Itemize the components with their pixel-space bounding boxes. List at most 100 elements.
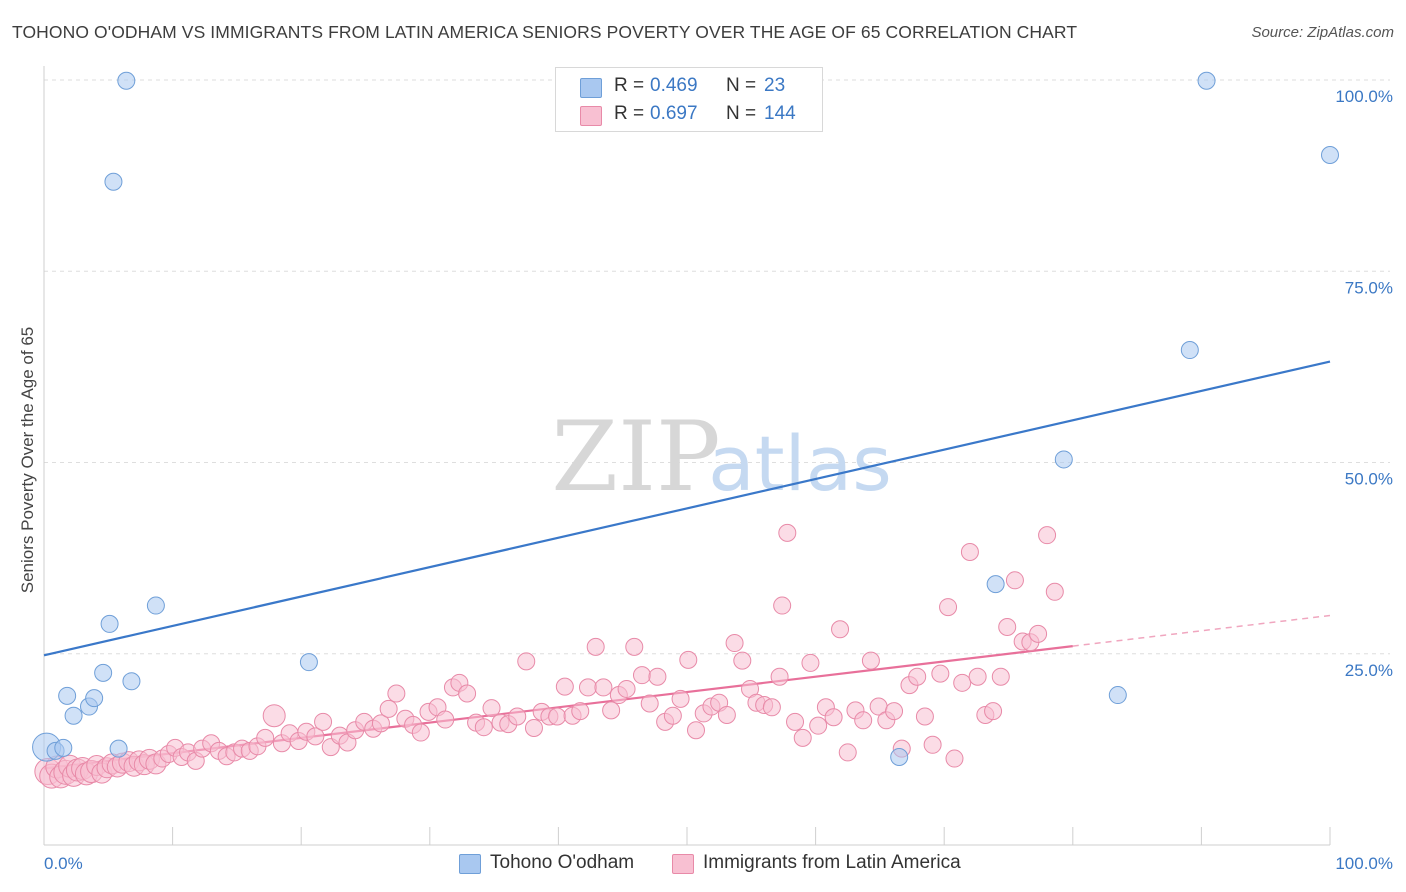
data-point-immigrants — [953, 673, 972, 692]
data-point-tohono — [109, 739, 128, 758]
data-point-immigrants — [306, 727, 325, 746]
data-point-immigrants — [831, 620, 850, 639]
series-tohono-points — [32, 71, 1339, 767]
data-point-tohono — [890, 748, 909, 767]
data-point-immigrants — [1038, 526, 1057, 545]
tick-labels: 25.0% 50.0% 75.0% 100.0% 0.0% 100.0% — [44, 87, 1393, 873]
data-point-immigrants — [548, 707, 567, 726]
legend-r-label: R = — [614, 75, 645, 96]
data-point-tohono — [58, 686, 77, 705]
chart-title: TOHONO O'ODHAM VS IMMIGRANTS FROM LATIN … — [12, 22, 1078, 42]
data-point-tohono — [1054, 450, 1073, 469]
data-point-immigrants — [733, 651, 752, 670]
gridlines — [44, 79, 1390, 655]
data-point-tohono — [54, 738, 73, 757]
legend-n-value: 144 — [764, 103, 796, 124]
legend-n-label: N = — [726, 103, 757, 124]
data-point-immigrants — [679, 650, 698, 669]
data-point-tohono — [100, 614, 119, 633]
data-point-immigrants — [998, 617, 1017, 636]
data-point-immigrants — [778, 523, 797, 542]
data-point-immigrants — [908, 667, 927, 686]
watermark: ZIP atlas — [551, 401, 891, 513]
data-point-immigrants — [387, 684, 406, 703]
data-point-immigrants — [770, 667, 789, 686]
legend-r-label: R = — [614, 103, 645, 124]
y-axis-label: Seniors Poverty Over the Age of 65 — [18, 326, 37, 594]
data-point-immigrants — [945, 749, 964, 768]
y-tick-label: 50.0% — [1345, 470, 1393, 489]
data-point-immigrants — [1045, 582, 1064, 601]
data-point-immigrants — [371, 714, 390, 733]
data-point-immigrants — [854, 711, 873, 730]
data-point-immigrants — [482, 699, 501, 718]
bottom-legend-label-immigrants: Immigrants from Latin America — [703, 852, 961, 873]
data-point-tohono — [1180, 341, 1199, 360]
data-point-immigrants — [1005, 571, 1024, 590]
data-point-immigrants — [984, 702, 1003, 721]
data-point-immigrants — [594, 678, 613, 697]
data-point-immigrants — [960, 543, 979, 562]
stats-legend: R = 0.469 N = 23 R = 0.697 N = 144 — [555, 67, 823, 132]
axes — [43, 66, 1331, 846]
bottom-legend-label-tohono: Tohono O'odham — [490, 852, 635, 873]
y-tick-label: 100.0% — [1335, 87, 1393, 106]
legend-swatch-immigrants — [580, 106, 602, 126]
data-point-immigrants — [632, 666, 651, 685]
legend-r-value: 0.697 — [650, 103, 698, 124]
watermark-zip: ZIP — [551, 401, 720, 513]
x-tick-label: 100.0% — [1335, 854, 1393, 873]
data-point-immigrants — [517, 652, 536, 671]
data-point-immigrants — [786, 712, 805, 731]
data-point-immigrants — [411, 723, 430, 742]
data-point-tohono — [122, 672, 141, 691]
x-tick-label: 0.0% — [44, 854, 83, 873]
data-point-immigrants — [586, 637, 605, 656]
data-point-tohono — [146, 596, 165, 615]
data-point-immigrants — [773, 596, 792, 615]
trend-line-tohono — [43, 360, 1331, 657]
data-point-immigrants — [262, 704, 286, 728]
data-point-tohono — [64, 706, 83, 725]
data-point-immigrants — [458, 684, 477, 703]
series-immigrants-points — [34, 523, 1064, 789]
data-point-tohono — [117, 71, 136, 90]
data-point-immigrants — [508, 707, 527, 726]
data-point-immigrants — [968, 667, 987, 686]
source-label: Source: ZipAtlas.com — [1251, 24, 1394, 41]
data-point-tohono — [299, 653, 318, 672]
data-point-tohono — [85, 689, 104, 708]
data-point-immigrants — [617, 679, 636, 698]
data-point-immigrants — [861, 651, 880, 670]
data-point-immigrants — [648, 667, 667, 686]
data-point-immigrants — [436, 710, 455, 729]
data-point-tohono — [986, 575, 1005, 594]
y-tick-label: 75.0% — [1345, 278, 1393, 297]
data-point-immigrants — [801, 653, 820, 672]
data-point-immigrants — [1029, 624, 1048, 643]
y-tick-label: 25.0% — [1345, 661, 1393, 680]
bottom-legend-swatch-immigrants — [672, 854, 694, 874]
data-point-tohono — [1321, 145, 1339, 164]
data-point-immigrants — [809, 716, 828, 735]
data-point-tohono — [1197, 71, 1216, 90]
data-point-immigrants — [725, 634, 744, 653]
data-point-immigrants — [923, 735, 942, 754]
data-point-immigrants — [885, 702, 904, 721]
bottom-legend-swatch-tohono — [459, 854, 481, 874]
data-point-immigrants — [838, 743, 857, 762]
data-point-immigrants — [939, 598, 958, 617]
data-point-tohono — [94, 663, 113, 682]
data-point-immigrants — [578, 678, 597, 697]
data-point-immigrants — [762, 698, 781, 717]
legend-n-label: N = — [726, 75, 757, 96]
data-point-immigrants — [931, 664, 950, 683]
data-point-immigrants — [671, 689, 690, 708]
data-point-immigrants — [314, 712, 333, 731]
data-point-immigrants — [687, 721, 706, 740]
data-point-immigrants — [625, 637, 644, 656]
data-point-immigrants — [555, 677, 574, 696]
data-point-immigrants — [474, 718, 493, 737]
legend-r-value: 0.469 — [650, 75, 698, 96]
